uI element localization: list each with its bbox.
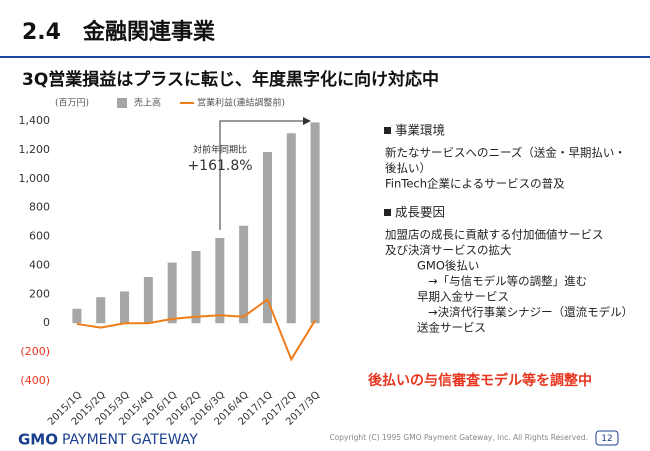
y-tick-label: 400 (29, 258, 50, 271)
page-box (595, 430, 619, 446)
annotation-arrow (219, 120, 305, 230)
y-tick-label: 200 (29, 287, 50, 300)
section-heading: 事業環境 (395, 123, 445, 138)
copyright: Copyright (C) 1995 GMO Payment Gateway, … (329, 433, 588, 442)
highlight: 後払いの与信審査モデル等を調整中 (368, 372, 592, 389)
section-heading: 成長要因 (395, 205, 445, 220)
item-note: →「与信モデル等の調整」進む (428, 274, 587, 288)
body-line: FinTech企業によるサービスの普及 (385, 177, 565, 191)
logo-brand: GMO (18, 431, 58, 449)
body-line: 新たなサービスへのニーズ（送金・早期払い・ (385, 146, 626, 160)
bar (215, 238, 225, 324)
item-name: 早期入金サービス (417, 290, 509, 304)
item-note: →決済代行事業シナジー（還流モデル） (428, 305, 633, 319)
header-title: 2.4 金融関連事業 (22, 19, 216, 45)
y-tick-label: (200) (20, 345, 50, 358)
y-tick-label: 0 (43, 316, 50, 329)
bar (310, 122, 320, 324)
body-line: 後払い） (385, 161, 431, 175)
bullet-square (384, 127, 391, 134)
bar (143, 277, 153, 324)
legend-label: 営業利益(連結調整前) (197, 97, 285, 109)
body-line: 加盟店の成長に貢献する付加価値サービス (385, 228, 604, 242)
legend-label: 売上高 (134, 97, 161, 109)
y-tick-label: 1,400 (19, 114, 51, 127)
bar (191, 251, 201, 324)
body-line: 及び決済サービスの拡大 (385, 243, 512, 257)
page-number: 12 (601, 434, 612, 444)
bar (167, 262, 177, 324)
y-tick-label: (400) (20, 374, 50, 387)
subtitle: 3Q営業損益はプラスに転じ、年度黒字化に向け対応中 (22, 69, 439, 90)
legend-swatch (117, 98, 127, 108)
bar (96, 297, 106, 324)
logo-company: PAYMENT GATEWAY (62, 432, 198, 448)
bar (286, 133, 296, 324)
y-tick-label: 800 (29, 201, 50, 214)
arrow-head (303, 117, 311, 125)
bar (72, 308, 82, 324)
line (76, 297, 316, 362)
bar (239, 225, 249, 324)
y-tick-label: 1,200 (19, 143, 51, 156)
bar (262, 152, 272, 324)
item-name: 送金サービス (417, 321, 486, 335)
bar (120, 291, 130, 324)
bullet-square (384, 209, 391, 216)
item-name: GMO後払い (417, 259, 479, 273)
y-tick-label: 1,000 (19, 172, 51, 185)
y-tick-label: 600 (29, 230, 50, 243)
unit: (百万円) (55, 98, 89, 109)
